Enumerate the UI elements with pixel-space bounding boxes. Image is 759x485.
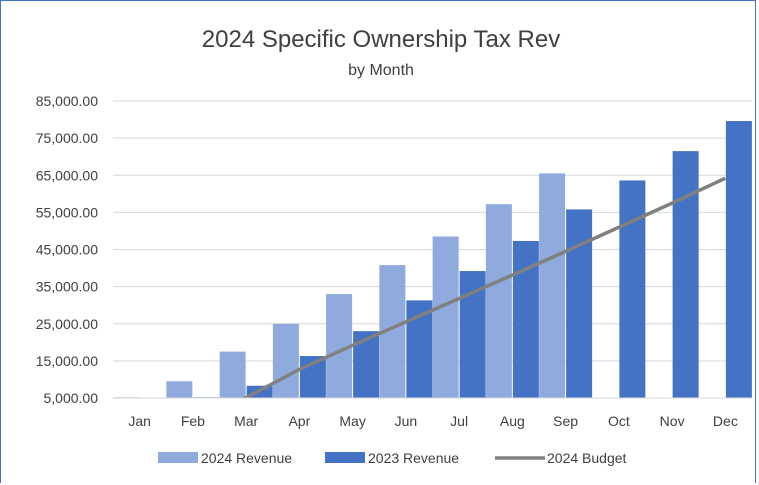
budget-line — [239, 176, 727, 398]
x-tick-label: Apr — [288, 413, 310, 429]
y-tick-label: 15,000.00 — [36, 353, 98, 369]
x-tick-label: Jan — [128, 413, 151, 429]
bar-2024-revenue — [432, 236, 459, 398]
bar-2024-revenue — [539, 173, 566, 398]
y-tick-label: 5,000.00 — [44, 390, 99, 406]
x-tick-label: Aug — [500, 413, 525, 429]
legend-swatch — [158, 452, 198, 463]
x-tick-label: Nov — [660, 413, 685, 429]
legend-label: 2024 Budget — [547, 450, 627, 466]
y-tick-label: 65,000.00 — [36, 167, 98, 183]
bar-2024-revenue — [485, 204, 512, 398]
legend: 2024 Revenue 2023 Revenue 2024 Budget — [158, 450, 627, 466]
x-axis-ticks: Jan Feb Mar Apr May Jun Jul Aug Sep Oct Nov Dec — [113, 397, 752, 429]
bar-2023-revenue — [672, 151, 699, 398]
legend-label: 2023 Revenue — [368, 450, 459, 466]
bar-2024-revenue — [219, 351, 246, 398]
legend-swatch — [325, 452, 365, 463]
bar-2023-revenue — [566, 209, 593, 398]
y-tick-label: 55,000.00 — [36, 204, 98, 220]
chart-title: 2024 Specific Ownership Tax Rev — [202, 26, 560, 53]
x-tick-label: May — [339, 413, 365, 429]
legend-label: 2024 Revenue — [201, 450, 292, 466]
x-tick-label: Sep — [553, 413, 578, 429]
y-tick-label: 75,000.00 — [36, 130, 98, 146]
x-tick-label: Dec — [713, 413, 738, 429]
gridlines — [113, 100, 752, 399]
x-tick-label: Jul — [450, 413, 468, 429]
bar-2024-revenue — [166, 381, 193, 398]
budget-line-path — [239, 176, 727, 398]
chart-subtitle: by Month — [348, 62, 414, 79]
y-tick-label: 85,000.00 — [36, 93, 98, 109]
x-tick-label: Jun — [395, 413, 418, 429]
x-tick-label: Oct — [608, 413, 630, 429]
bar-2023-revenue — [619, 180, 646, 398]
y-tick-label: 25,000.00 — [36, 316, 98, 332]
y-tick-label: 35,000.00 — [36, 279, 98, 295]
x-tick-label: Feb — [181, 413, 205, 429]
y-axis-ticks: 85,000.00 75,000.00 65,000.00 55,000.00 45,0… — [36, 93, 99, 406]
y-tick-label: 45,000.00 — [36, 242, 98, 258]
bar-2024-revenue — [272, 323, 299, 398]
x-tick-label: Mar — [234, 413, 258, 429]
bars — [113, 121, 752, 398]
bar-2023-revenue — [725, 121, 752, 398]
